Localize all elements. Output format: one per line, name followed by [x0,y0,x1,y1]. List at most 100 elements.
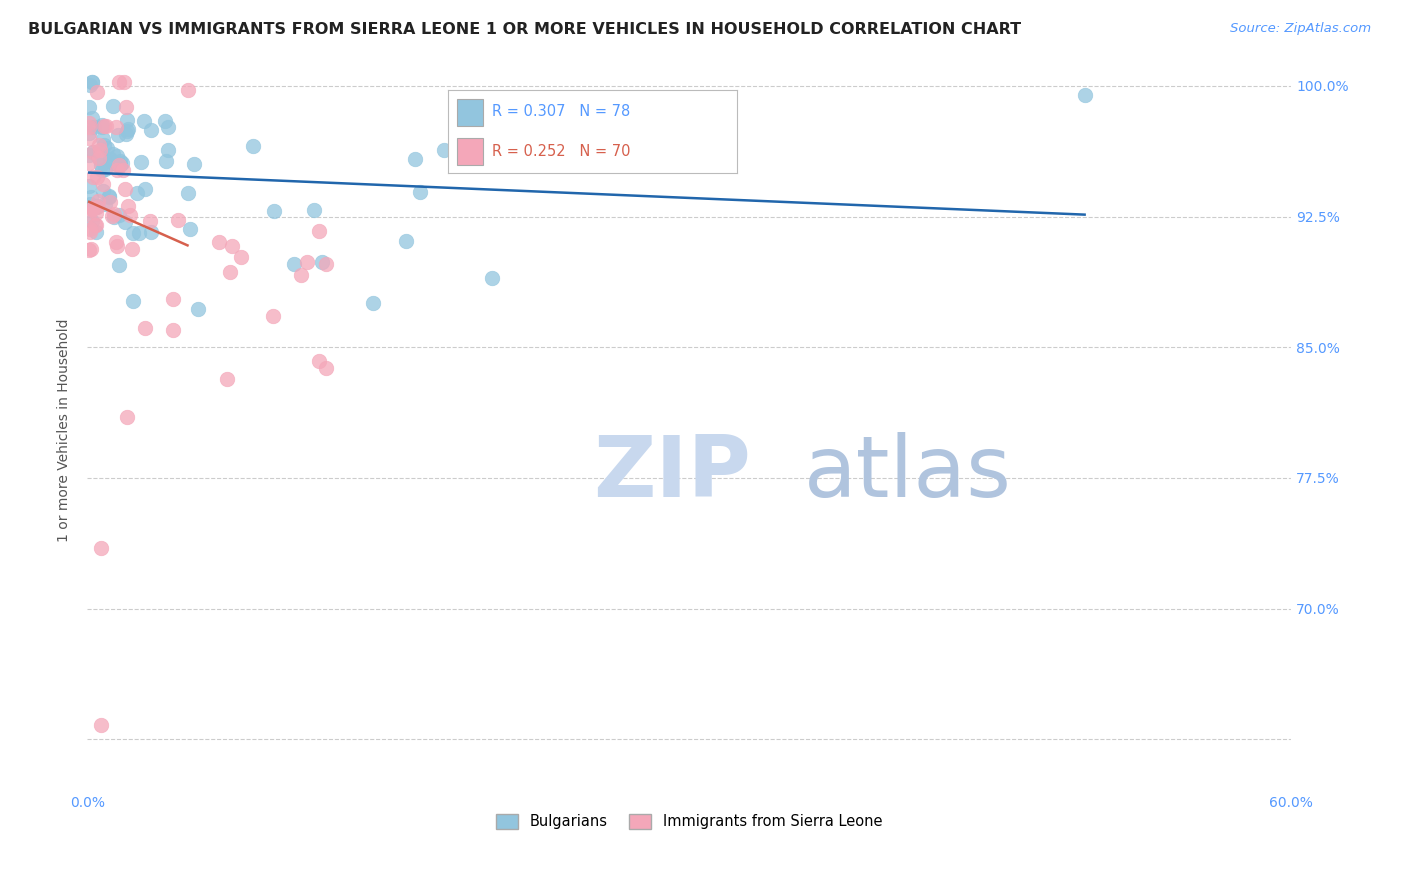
Point [108,75,131,89]
Text: Source: ZipAtlas.com: Source: ZipAtlas.com [1230,22,1371,36]
Point [121,242,143,256]
Point [79,225,101,239]
Point [120,208,142,222]
Point [94,162,117,177]
Point [308,224,330,238]
Point [221,239,243,253]
Point [77,126,100,140]
Point [315,360,337,375]
Point [90,541,112,555]
Point [215,372,238,386]
Point [83,120,105,135]
Point [84,219,107,233]
Point [263,204,285,219]
Point [86,200,108,214]
Point [183,156,205,170]
Point [105,149,128,163]
Point [77,207,100,221]
Point [84,225,107,239]
Point [121,226,143,240]
Point [117,199,139,213]
Point [91,118,114,132]
Point [79,78,101,92]
Point [103,211,125,225]
Point [155,113,177,128]
Point [90,718,112,732]
Point [91,120,114,135]
Point [1073,87,1095,102]
Point [96,141,118,155]
Point [86,85,108,99]
Text: BULGARIAN VS IMMIGRANTS FROM SIERRA LEONE 1 OR MORE VEHICLES IN HOUSEHOLD CORREL: BULGARIAN VS IMMIGRANTS FROM SIERRA LEON… [28,22,1021,37]
Point [283,257,305,271]
Point [302,203,325,218]
Point [187,301,209,316]
Point [107,158,129,172]
Point [114,100,136,114]
Point [93,138,115,153]
Text: ZIP: ZIP [593,432,751,515]
Point [107,239,129,253]
Point [107,258,129,272]
Point [107,128,129,143]
Point [297,254,319,268]
Point [176,83,198,97]
Point [139,122,162,136]
Point [98,194,121,209]
Point [101,98,124,112]
Point [409,185,432,199]
Point [93,177,115,191]
Point [110,158,132,172]
Point [105,163,128,178]
Point [80,111,103,125]
Point [77,179,100,194]
Point [89,144,111,158]
Point [114,182,136,196]
Point [82,145,104,159]
Point [87,151,110,165]
Point [77,116,100,130]
Point [156,143,179,157]
Point [93,119,115,133]
Point [114,215,136,229]
Point [112,162,135,177]
Point [77,99,100,113]
Point [162,324,184,338]
Point [125,186,148,201]
Point [433,143,456,157]
Point [167,213,190,227]
Point [481,270,503,285]
Point [103,207,125,221]
Legend: Bulgarians, Immigrants from Sierra Leone: Bulgarians, Immigrants from Sierra Leone [491,808,889,835]
Point [115,113,138,128]
Point [308,354,330,368]
Point [139,225,162,239]
Point [404,152,426,166]
Point [77,120,100,135]
Point [77,243,100,257]
Point [179,221,201,235]
Point [134,320,156,334]
Point [82,201,104,215]
Point [86,199,108,213]
Point [82,145,104,159]
Point [90,158,112,172]
Point [94,197,117,211]
Point [115,124,138,138]
Point [104,235,127,250]
Point [79,222,101,236]
Point [86,169,108,184]
Point [108,159,131,173]
Point [117,409,139,424]
Point [86,206,108,220]
Point [138,214,160,228]
Point [97,190,120,204]
Point [101,155,124,169]
Point [112,75,135,89]
Point [83,218,105,232]
Point [101,156,124,170]
Point [311,255,333,269]
Point [104,120,127,134]
Point [93,185,115,199]
Point [122,294,145,309]
